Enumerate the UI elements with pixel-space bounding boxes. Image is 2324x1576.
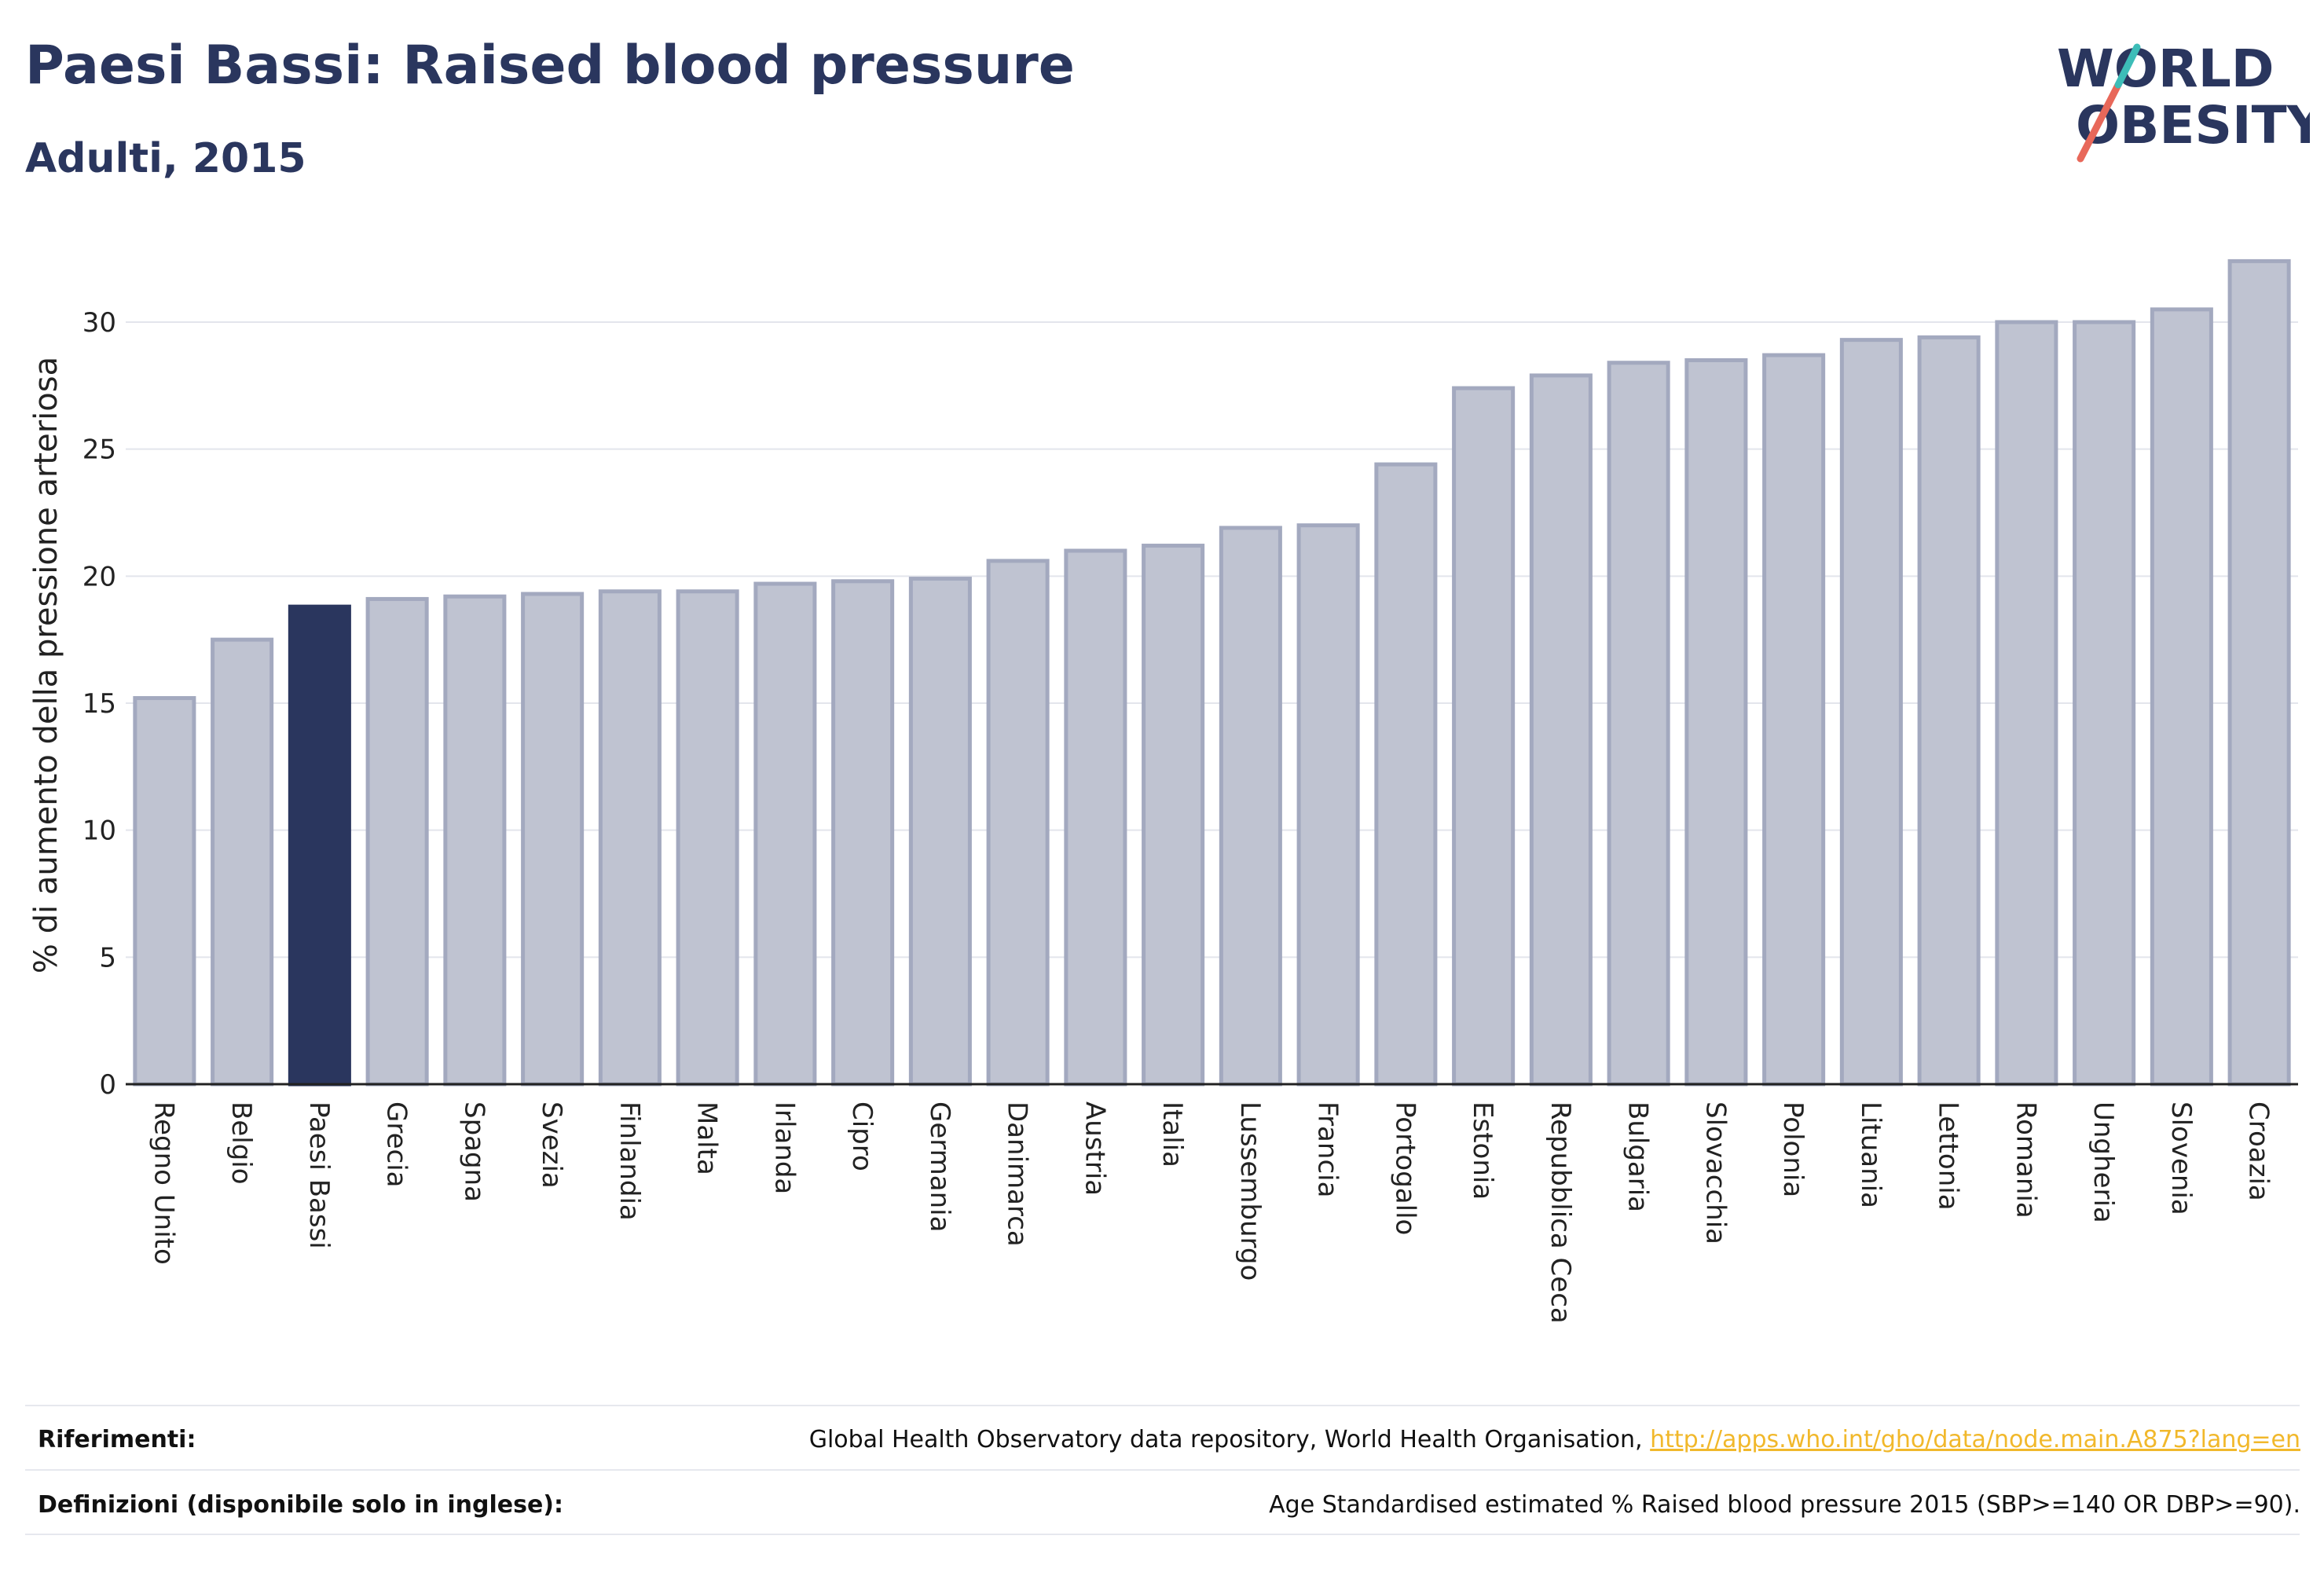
y-tick-label: 0: [99, 1069, 116, 1101]
x-tick-label: Finlandia: [614, 1101, 645, 1221]
x-tick-label: Svezia: [536, 1101, 567, 1189]
logo-line2: OBESITY: [2076, 95, 2310, 156]
y-tick-label: 10: [82, 815, 116, 847]
x-tick-label: Romania: [2010, 1101, 2041, 1219]
definitions-text: Age Standardised estimated % Raised bloo…: [1269, 1491, 2300, 1519]
bar-finlandia[interactable]: [598, 589, 662, 1087]
x-tick-label: Malta: [691, 1101, 723, 1175]
bar-danimarca[interactable]: [986, 559, 1050, 1087]
definitions-label: Definizioni (disponibile solo in inglese…: [38, 1491, 563, 1519]
bar-malta[interactable]: [676, 589, 739, 1087]
bar-austria[interactable]: [1064, 548, 1127, 1087]
x-tick-label: Repubblica Ceca: [1545, 1101, 1576, 1324]
y-tick-label: 15: [82, 688, 116, 720]
y-axis-ticks: 0 5 10 15 20 25 30: [82, 307, 116, 1101]
x-tick-label: Bulgaria: [1622, 1101, 1654, 1212]
y-axis-label: % di aumento della pressione arteriosa: [28, 357, 64, 973]
chart-title: Paesi Bassi: Raised blood pressure: [25, 35, 1075, 97]
logo-slash-teal: [2114, 43, 2141, 89]
footer-divider-bottom: [25, 1534, 2300, 1535]
x-tick-label: Regno Unito: [148, 1101, 179, 1265]
x-tick-label: Spagna: [458, 1101, 489, 1202]
y-tick-label: 20: [82, 561, 116, 592]
bar-lettonia[interactable]: [1917, 335, 1981, 1087]
bar-regno-unito[interactable]: [133, 696, 196, 1087]
x-tick-label: Paesi Bassi: [303, 1101, 335, 1249]
x-tick-label: Lettonia: [1933, 1101, 1964, 1211]
references-text: Global Health Observatory data repositor…: [809, 1426, 2300, 1453]
bar-germania[interactable]: [908, 577, 972, 1087]
bars: [133, 258, 2291, 1087]
x-axis-ticks: Regno Unito Belgio Paesi Bassi Grecia Spagna…: [148, 1101, 2274, 1324]
bar-lituania[interactable]: [1839, 338, 1903, 1087]
logo-line1: WORLD: [2057, 38, 2275, 99]
bar-belgio[interactable]: [211, 637, 274, 1087]
x-tick-label: Polonia: [1777, 1101, 1809, 1197]
world-obesity-logo: WORLD OBESITY: [2057, 38, 2310, 163]
bar-italia[interactable]: [1142, 544, 1205, 1087]
bar-polonia[interactable]: [1762, 353, 1826, 1087]
references-link[interactable]: http://apps.who.int/gho/data/node.main.A…: [1650, 1426, 2300, 1453]
x-tick-label: Danimarca: [1002, 1101, 1033, 1247]
logo-slash-coral: [2077, 81, 2122, 163]
x-tick-label: Ungheria: [2088, 1101, 2119, 1223]
bar-repubblica-ceca[interactable]: [1529, 373, 1593, 1087]
bar-svezia[interactable]: [521, 592, 585, 1087]
y-tick-label: 25: [82, 434, 116, 466]
x-tick-label: Francia: [1312, 1101, 1343, 1197]
x-tick-label: Grecia: [381, 1101, 412, 1187]
bar-spagna[interactable]: [443, 594, 507, 1087]
bar-estonia[interactable]: [1452, 386, 1516, 1087]
x-tick-label: Austria: [1079, 1101, 1110, 1196]
x-tick-label: Portogallo: [1389, 1101, 1420, 1235]
x-tick-label: Lituania: [1855, 1101, 1886, 1208]
bar-slovenia[interactable]: [2150, 307, 2213, 1087]
x-tick-label: Slovacchia: [1699, 1101, 1731, 1244]
x-tick-label: Croazia: [2243, 1101, 2275, 1201]
x-tick-label: Belgio: [225, 1101, 257, 1185]
x-tick-label: Lussemburgo: [1234, 1101, 1266, 1281]
footer-divider-top: [25, 1405, 2300, 1406]
bar-grecia[interactable]: [365, 596, 429, 1087]
x-tick-label: Slovenia: [2165, 1101, 2197, 1215]
bar-francia[interactable]: [1296, 523, 1360, 1087]
bar-lussemburgo[interactable]: [1219, 526, 1282, 1087]
bar-ungheria[interactable]: [2073, 320, 2136, 1087]
footer-divider-middle: [25, 1469, 2300, 1471]
x-tick-label: Estonia: [1467, 1101, 1498, 1200]
y-tick-label: 30: [82, 307, 116, 339]
references-source: Global Health Observatory data repositor…: [808, 1426, 1643, 1453]
bar-irlanda[interactable]: [753, 581, 817, 1087]
bar-romania[interactable]: [1995, 320, 2058, 1087]
bar-bulgaria[interactable]: [1607, 361, 1670, 1087]
chart-subtitle: Adulti, 2015: [25, 135, 306, 182]
x-tick-label: Cipro: [846, 1101, 878, 1171]
bar-slovacchia[interactable]: [1684, 358, 1748, 1087]
x-tick-label: Irlanda: [768, 1101, 800, 1194]
references-label: Riferimenti:: [38, 1426, 196, 1453]
bar-chart: 0 5 10 15 20 25 30 Regno Unito Belgio Paesi Bass…: [28, 258, 2298, 1324]
bar-paesi-bassi[interactable]: [288, 604, 351, 1087]
bar-cipro[interactable]: [831, 579, 895, 1087]
x-tick-label: Germania: [924, 1101, 955, 1232]
bar-portogallo[interactable]: [1374, 462, 1438, 1087]
y-tick-label: 5: [99, 942, 116, 973]
x-tick-label: Italia: [1157, 1101, 1188, 1167]
bar-croazia[interactable]: [2227, 258, 2291, 1087]
